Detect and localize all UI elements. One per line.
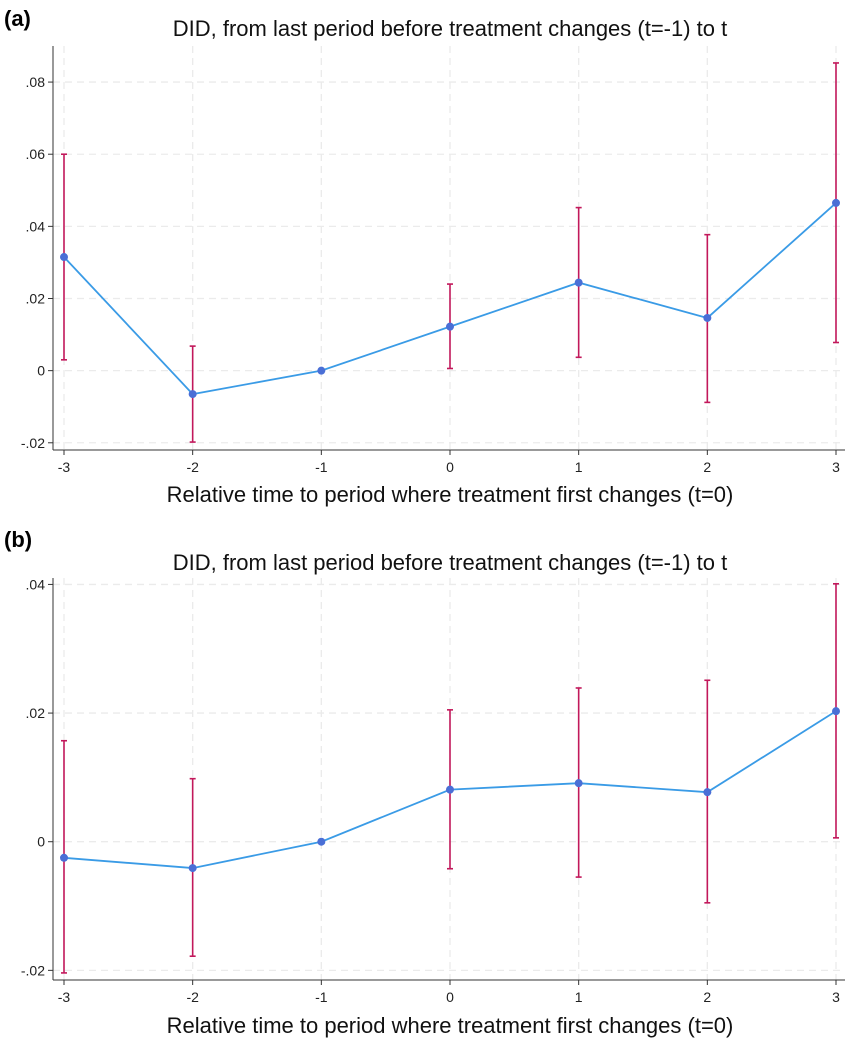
y-tick-label: .02 — [26, 291, 46, 307]
x-tick-label: 0 — [446, 989, 454, 1005]
axes — [52, 578, 845, 981]
y-tick-label: .04 — [26, 218, 46, 234]
data-point — [188, 390, 197, 399]
panel-b: (b) DID, from last period before treatme… — [4, 527, 845, 1038]
panel-label: (b) — [4, 527, 32, 552]
panel-a: (a) DID, from last period before treatme… — [4, 6, 845, 507]
chart-title: DID, from last period before treatment c… — [173, 550, 728, 575]
panel-label: (a) — [4, 6, 31, 31]
x-tick-label: 3 — [832, 989, 840, 1005]
y-tick-label: -.02 — [21, 962, 45, 978]
chart-title: DID, from last period before treatment c… — [173, 16, 728, 41]
x-tick-label: -3 — [58, 459, 71, 475]
y-tick-label: .06 — [26, 146, 46, 162]
y-axis-ticks: -.02 0 .02 .04 .06 .08 — [21, 74, 53, 451]
data-point — [317, 366, 326, 375]
x-tick-label: 2 — [703, 989, 711, 1005]
gridlines — [53, 578, 845, 980]
y-tick-label: 0 — [37, 363, 45, 379]
series-points — [60, 707, 840, 873]
x-axis-ticks: -3 -2 -1 0 1 2 3 — [58, 980, 840, 1005]
series-points — [60, 198, 840, 399]
y-tick-label: .08 — [26, 74, 46, 90]
y-axis-ticks: -.02 0 .02 .04 — [21, 576, 53, 978]
x-tick-label: -2 — [186, 989, 199, 1005]
x-tick-label: 0 — [446, 459, 454, 475]
data-point — [574, 779, 583, 788]
data-point — [446, 322, 454, 331]
data-point — [188, 864, 197, 873]
x-axis-label: Relative time to period where treatment … — [167, 1013, 734, 1038]
data-point — [60, 853, 68, 862]
data-point — [703, 788, 712, 797]
data-point — [832, 198, 840, 207]
x-tick-label: -3 — [58, 989, 71, 1005]
x-tick-label: -2 — [186, 459, 199, 475]
data-point — [60, 253, 68, 262]
data-point — [446, 785, 454, 794]
x-tick-label: 2 — [703, 459, 711, 475]
y-tick-label: 0 — [37, 834, 45, 850]
x-tick-label: 1 — [575, 989, 583, 1005]
data-point — [703, 313, 712, 322]
data-point — [317, 837, 326, 846]
x-axis-label: Relative time to period where treatment … — [167, 482, 734, 507]
y-tick-label: -.02 — [21, 435, 45, 451]
x-axis-ticks: -3 -2 -1 0 1 2 3 — [58, 450, 840, 475]
axes — [52, 46, 845, 451]
y-tick-label: .02 — [26, 705, 46, 721]
y-tick-label: .04 — [26, 576, 46, 592]
x-tick-label: 1 — [575, 459, 583, 475]
data-point — [832, 707, 840, 716]
x-tick-label: 3 — [832, 459, 840, 475]
x-tick-label: -1 — [315, 459, 328, 475]
gridlines — [53, 46, 845, 450]
data-point — [574, 278, 583, 287]
x-tick-label: -1 — [315, 989, 328, 1005]
